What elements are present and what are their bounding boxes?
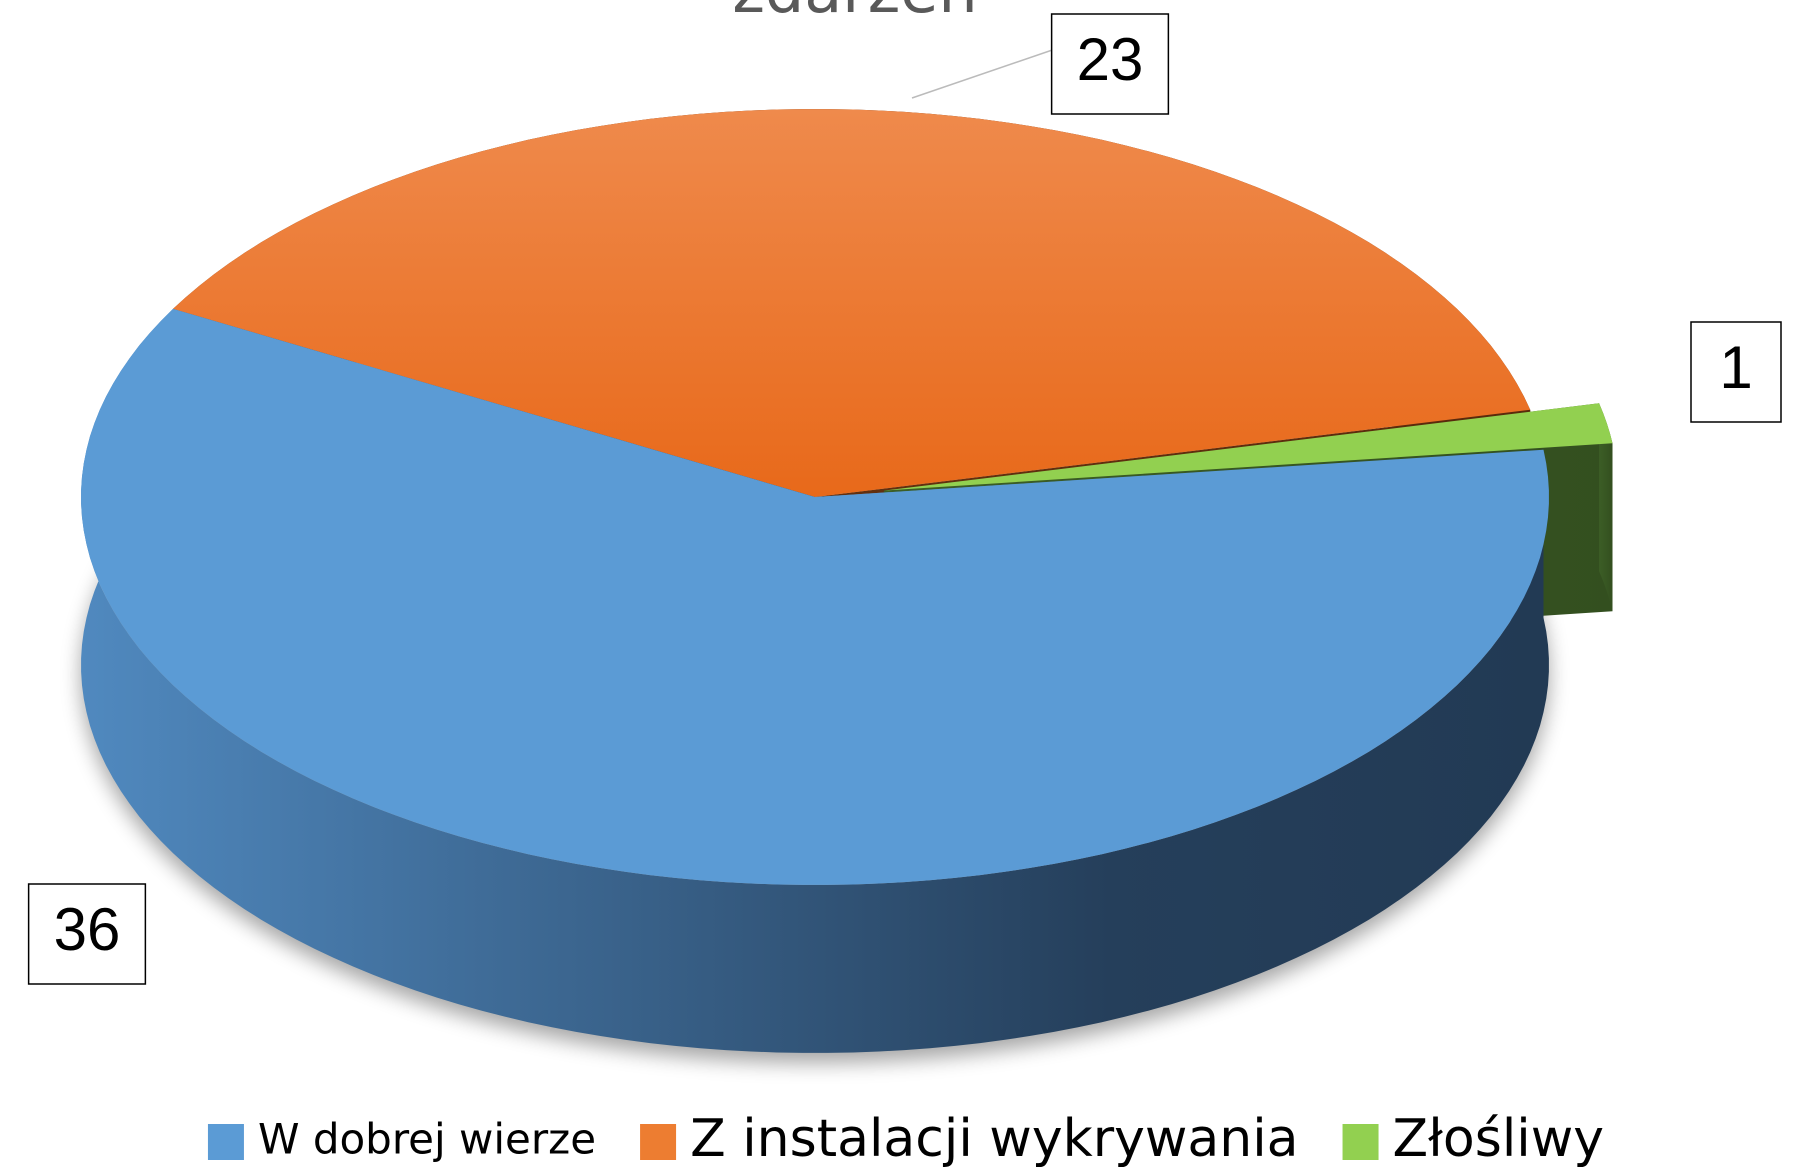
legend-label: Z instalacji wykrywania [690,1109,1298,1169]
slice [173,109,1531,497]
slice-side [81,308,1549,1053]
data-label-box [1690,321,1782,423]
data-label: 23 [1077,26,1144,93]
legend-swatch [640,1124,677,1160]
data-label-box [27,883,147,985]
slice [81,308,1549,885]
slice [883,403,1613,491]
legend-swatch [207,1124,244,1160]
leader-line [911,45,1065,99]
data-label: 36 [54,896,121,963]
legend-label: W dobrej wierze [258,1115,596,1164]
data-label: 1 [1719,334,1752,401]
legend-swatch [1342,1124,1379,1160]
slice-side [1599,403,1613,612]
chart-title: zdarzeń [732,0,977,27]
legend-label: Złośliwy [1393,1109,1605,1169]
data-label-box [1050,13,1170,115]
